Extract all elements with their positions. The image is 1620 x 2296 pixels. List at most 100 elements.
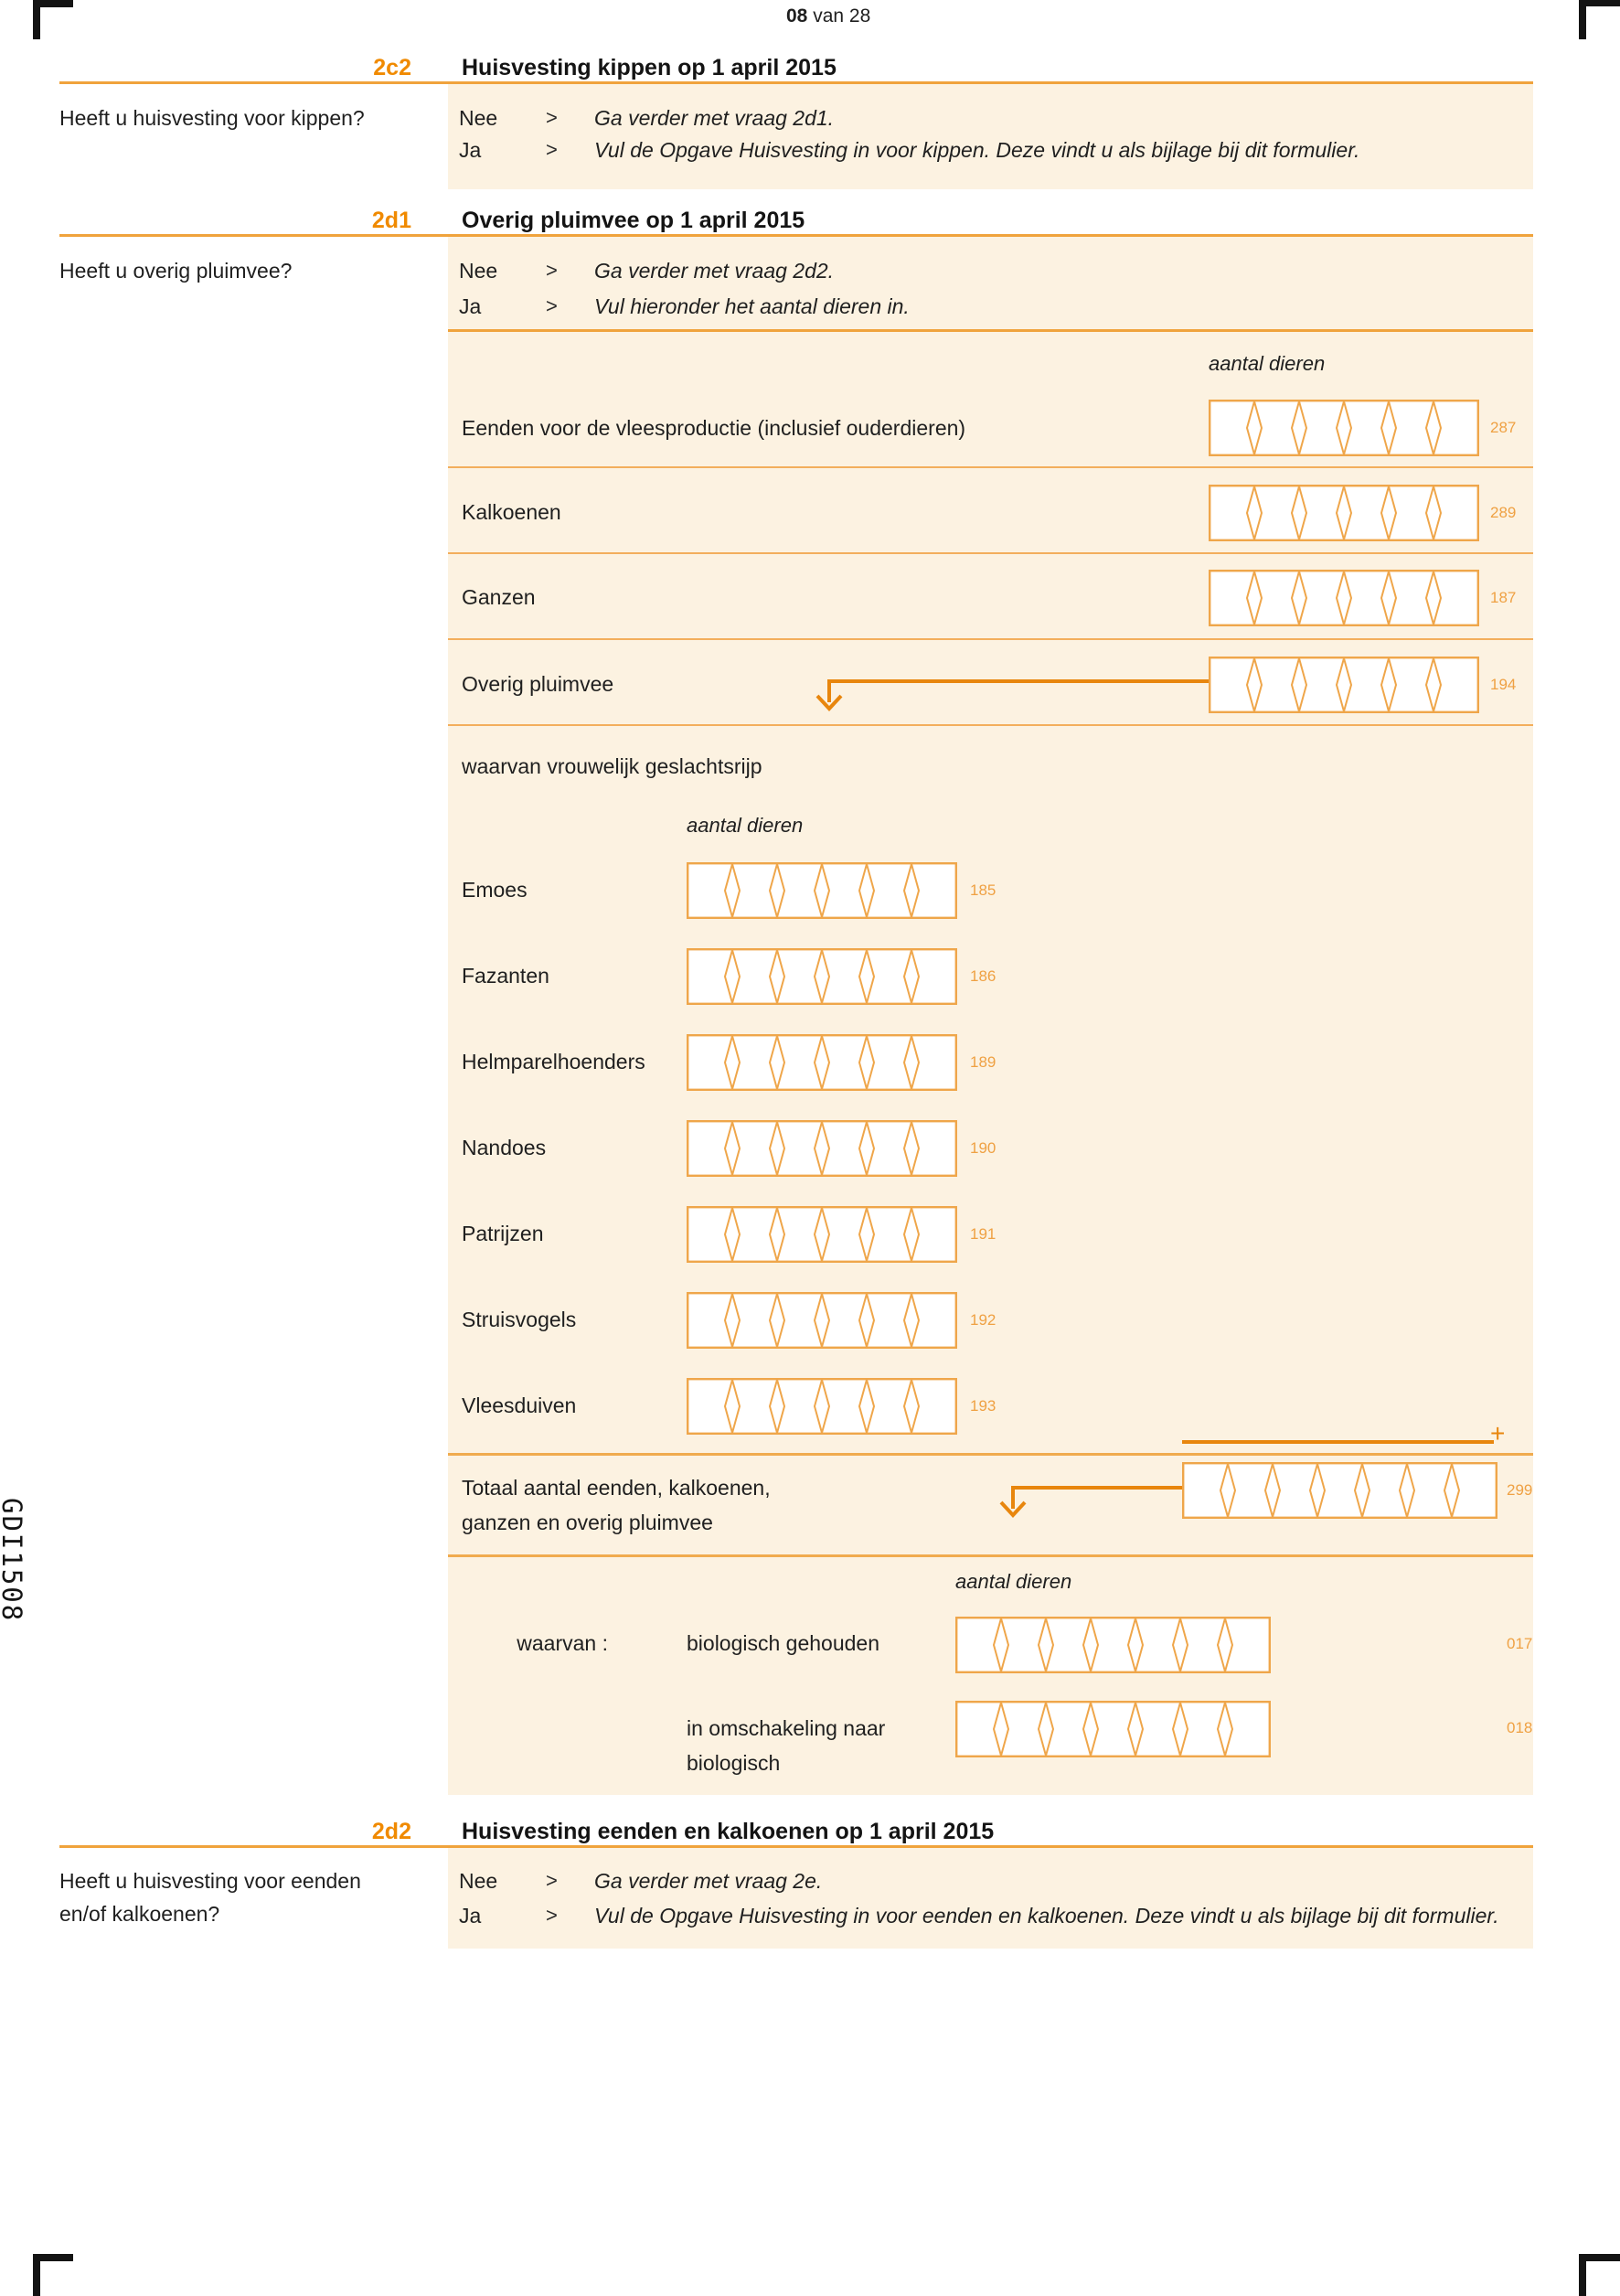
answer-panel-2d2 — [448, 1848, 1533, 1949]
instruction-text: Vul de Opgave Huisvesting in voor eenden… — [594, 1904, 1499, 1928]
section-number-2d1: 2d1 — [371, 208, 411, 233]
form-code: GDI1508 — [0, 1498, 27, 1623]
sum-line — [1182, 1440, 1494, 1444]
instruction-text: Ga verder met vraag 2e. — [594, 1869, 823, 1893]
field-code: 186 — [970, 967, 997, 985]
row-label: Fazanten — [462, 964, 549, 988]
input-ganzen[interactable] — [1209, 570, 1480, 626]
field-code: 192 — [970, 1311, 997, 1329]
chevron-right-icon: > — [546, 1869, 558, 1892]
field-code: 191 — [970, 1225, 997, 1243]
corner-mark-icon — [33, 0, 73, 7]
chevron-right-icon: > — [546, 294, 558, 317]
row-label-line1: in omschakeling naar — [687, 1716, 886, 1740]
input-helmparelhoenders[interactable] — [687, 1034, 958, 1091]
instruction-text: Vul de Opgave Huisvesting in voor kippen… — [594, 138, 1360, 162]
waarvan-prefix: waarvan : — [517, 1631, 608, 1655]
chevron-right-icon: > — [546, 1904, 558, 1927]
row-label: Patrijzen — [462, 1222, 544, 1245]
input-kalkoenen[interactable] — [1209, 485, 1480, 541]
row-label: Ganzen — [462, 585, 536, 609]
input-omschakeling-biologisch[interactable] — [955, 1701, 1272, 1757]
row-label-line2: biologisch — [687, 1751, 781, 1775]
option-nee[interactable]: Nee — [459, 106, 498, 130]
section-rule — [59, 1845, 1533, 1848]
row-label: Struisvogels — [462, 1308, 577, 1331]
input-nandoes[interactable] — [687, 1120, 958, 1177]
section-title-2d1: Overig pluimvee op 1 april 2015 — [462, 208, 805, 233]
row-divider — [448, 724, 1533, 726]
input-eenden-vleesproductie[interactable] — [1209, 400, 1480, 456]
flow-down-arrow — [815, 679, 1209, 711]
corner-mark-icon — [1579, 0, 1586, 39]
chevron-right-icon: > — [546, 138, 558, 161]
corner-mark-icon — [1579, 2257, 1586, 2296]
section-title-2c2: Huisvesting kippen op 1 april 2015 — [462, 55, 837, 80]
section-number-2c2: 2c2 — [373, 55, 411, 80]
table-divider — [448, 1554, 1533, 1557]
answer-panel-2c2 — [448, 84, 1533, 189]
section-title-2d2: Huisvesting eenden en kalkoenen op 1 apr… — [462, 1819, 995, 1844]
field-code: 190 — [970, 1139, 997, 1157]
question-2c2: Heeft u huisvesting voor kippen? — [59, 106, 365, 130]
instruction-text: Ga verder met vraag 2d2. — [594, 259, 835, 283]
input-emoes[interactable] — [687, 862, 958, 919]
row-divider — [448, 466, 1533, 468]
sub-heading: waarvan vrouwelijk geslachtsrijp — [462, 754, 762, 778]
page-number: 08 — [786, 5, 808, 27]
row-label: Vleesduiven — [462, 1394, 577, 1417]
field-code: 287 — [1490, 419, 1517, 436]
section-rule — [59, 81, 1533, 84]
row-divider — [448, 638, 1533, 640]
column-header-aantal-dieren: aantal dieren — [687, 814, 804, 837]
input-biologisch-gehouden[interactable] — [955, 1617, 1272, 1673]
instruction-text: Vul hieronder het aantal dieren in. — [594, 294, 910, 318]
row-label: Kalkoenen — [462, 500, 561, 524]
row-label: biologisch gehouden — [687, 1631, 880, 1655]
chevron-right-icon: > — [546, 106, 558, 129]
corner-mark-icon — [33, 2257, 40, 2296]
input-totaal-pluimvee[interactable] — [1182, 1462, 1498, 1519]
column-header-aantal-dieren: aantal dieren — [1209, 352, 1326, 375]
input-struisvogels[interactable] — [687, 1292, 958, 1349]
total-label-line1: Totaal aantal eenden, kalkoenen, — [462, 1476, 771, 1500]
section-number-2d2: 2d2 — [371, 1819, 411, 1844]
row-label: Overig pluimvee — [462, 672, 614, 696]
corner-mark-icon — [33, 2254, 73, 2261]
page-count: van 28 — [807, 5, 871, 27]
field-code: 193 — [970, 1397, 997, 1415]
corner-mark-icon — [1579, 0, 1620, 6]
option-ja[interactable]: Ja — [459, 294, 482, 318]
input-patrijzen[interactable] — [687, 1206, 958, 1263]
instruction-text: Ga verder met vraag 2d1. — [594, 106, 835, 130]
input-overig-pluimvee[interactable] — [1209, 657, 1480, 713]
flow-down-arrow — [999, 1486, 1184, 1518]
field-code: 017 — [1507, 1635, 1533, 1652]
row-label: Eenden voor de vleesproductie (inclusief… — [462, 416, 966, 440]
field-code: 189 — [970, 1053, 997, 1071]
input-fazanten[interactable] — [687, 948, 958, 1005]
option-ja[interactable]: Ja — [459, 138, 482, 162]
question-2d2-line2: en/of kalkoenen? — [59, 1902, 220, 1926]
row-divider — [448, 552, 1533, 554]
corner-mark-icon — [33, 0, 40, 39]
option-nee[interactable]: Nee — [459, 259, 498, 283]
table-divider — [448, 1453, 1533, 1456]
table-divider — [448, 329, 1533, 332]
row-label: Nandoes — [462, 1136, 547, 1159]
input-vleesduiven[interactable] — [687, 1378, 958, 1435]
field-code: 018 — [1507, 1719, 1533, 1736]
corner-mark-icon — [1579, 2254, 1620, 2261]
page-indicator: 08 van 28 — [786, 5, 870, 27]
chevron-right-icon: > — [546, 259, 558, 282]
answer-panel-2d1 — [448, 237, 1533, 1795]
field-code: 194 — [1490, 676, 1517, 693]
question-2d1: Heeft u overig pluimvee? — [59, 259, 293, 283]
option-ja[interactable]: Ja — [459, 1904, 482, 1928]
option-nee[interactable]: Nee — [459, 1869, 498, 1893]
total-label-line2: ganzen en overig pluimvee — [462, 1511, 713, 1534]
field-code: 289 — [1490, 504, 1517, 521]
field-code: 299 — [1507, 1481, 1533, 1499]
row-label: Helmparelhoenders — [462, 1050, 645, 1073]
